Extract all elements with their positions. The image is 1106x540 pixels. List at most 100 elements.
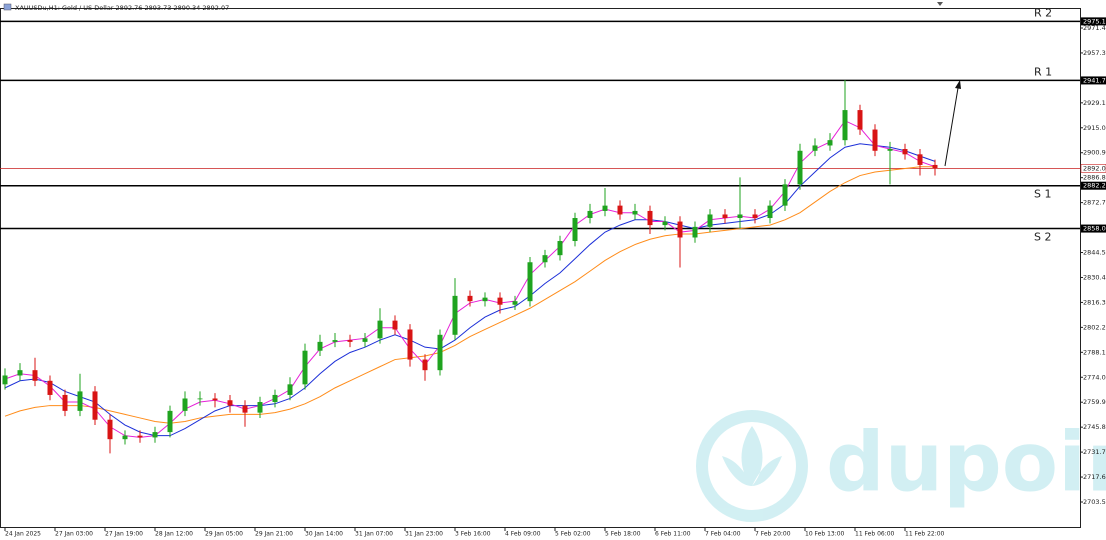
y-tick-label: 2844.50 xyxy=(1083,249,1106,257)
candle-body xyxy=(707,214,713,227)
level-name: S 1 xyxy=(1034,188,1051,201)
candle-body xyxy=(197,398,203,400)
x-tick-label: 29 Jan 05:00 xyxy=(205,531,243,538)
price-box-label: 2858.04 xyxy=(1083,225,1106,233)
arrow-head xyxy=(955,80,961,89)
level-name: R 2 xyxy=(1034,6,1052,19)
candle-body xyxy=(452,295,458,335)
price-box xyxy=(1081,181,1106,190)
candle-body xyxy=(137,435,143,438)
chart-header: XAUUSDu,H1: Gold / US Dollar 2892.76 289… xyxy=(15,4,229,12)
x-tick-label: 11 Feb 22:00 xyxy=(905,531,945,538)
candle-body xyxy=(377,320,383,339)
candle-body xyxy=(782,184,788,206)
candle-body xyxy=(407,329,413,360)
candle-body xyxy=(557,241,563,256)
candle-body xyxy=(2,375,8,385)
y-tick-label: 2731.70 xyxy=(1083,448,1106,456)
y-tick-label: 2816.30 xyxy=(1083,298,1106,306)
candle-body xyxy=(467,295,473,302)
current-price-label: 2892.07 xyxy=(1083,164,1106,172)
y-tick-label: 2957.30 xyxy=(1083,49,1106,57)
candle-body xyxy=(617,205,623,215)
candle-body xyxy=(122,435,128,440)
x-tick-label: 30 Jan 14:00 xyxy=(305,531,343,538)
candle-body xyxy=(287,384,293,395)
candle-body xyxy=(92,391,98,420)
candle-body xyxy=(242,405,248,413)
candle-body xyxy=(302,350,308,385)
x-tick-label: 3 Feb 16:00 xyxy=(455,531,491,538)
y-tick-label: 2971.40 xyxy=(1083,24,1106,32)
candle-body xyxy=(542,255,548,263)
candle-body xyxy=(317,341,323,351)
candle-body xyxy=(347,340,353,342)
candle-body xyxy=(332,340,338,342)
price-box-label: 2975.13 xyxy=(1083,17,1106,25)
candle-body xyxy=(152,432,158,438)
x-tick-label: 5 Feb 02:00 xyxy=(555,531,591,538)
y-tick-label: 2900.90 xyxy=(1083,149,1106,157)
price-box xyxy=(1081,224,1106,233)
y-tick-label: 2703.50 xyxy=(1083,498,1106,506)
x-tick-label: 7 Feb 20:00 xyxy=(755,531,791,538)
x-tick-label: 28 Jan 12:00 xyxy=(155,531,193,538)
candle-body xyxy=(77,391,83,411)
x-tick-label: 7 Feb 04:00 xyxy=(705,531,741,538)
candle-body xyxy=(437,334,443,371)
watermark-ring xyxy=(696,410,808,522)
level-name: S 2 xyxy=(1034,231,1051,244)
candle-body xyxy=(272,394,278,403)
watermark-text: dupoin xyxy=(826,415,1106,510)
candle-body xyxy=(497,297,503,305)
candle-body xyxy=(572,218,578,242)
projection-arrow xyxy=(944,87,959,167)
level-name: R 1 xyxy=(1034,65,1052,78)
price-box xyxy=(1081,76,1106,85)
candle-body xyxy=(917,154,923,165)
current-price-box xyxy=(1080,164,1106,173)
watermark: dupoin xyxy=(696,410,1106,522)
y-tick-label: 2802.20 xyxy=(1083,323,1106,331)
candle-body xyxy=(602,205,608,211)
shift-marker xyxy=(937,2,943,6)
candle-body xyxy=(17,370,23,376)
candle-body xyxy=(767,205,773,219)
x-tick-label: 4 Feb 09:00 xyxy=(505,531,541,538)
candle-body xyxy=(257,402,263,413)
candle-body xyxy=(62,394,68,411)
candle-body xyxy=(632,210,638,215)
candle-body xyxy=(752,214,758,219)
y-tick-label: 2745.80 xyxy=(1083,423,1106,431)
x-tick-label: 31 Jan 07:00 xyxy=(355,531,393,538)
candle-body xyxy=(737,214,743,219)
candle-body xyxy=(527,262,533,302)
x-tick-label: 11 Feb 06:00 xyxy=(855,531,895,538)
candle-body xyxy=(932,164,938,169)
candle-body xyxy=(812,145,818,151)
candle-body xyxy=(47,380,53,395)
candle-body xyxy=(722,214,728,219)
candle-body xyxy=(227,400,233,406)
candle-body xyxy=(797,150,803,185)
x-tick-label: 27 Jan 19:00 xyxy=(105,531,143,538)
candle-body xyxy=(827,140,833,146)
x-tick-label: 27 Jan 03:00 xyxy=(55,531,93,538)
price-box-label: 2882.27 xyxy=(1083,182,1106,190)
candle-body xyxy=(647,210,653,226)
candle-body xyxy=(422,359,428,371)
x-tick-label: 31 Jan 23:00 xyxy=(405,531,443,538)
y-tick-label: 2788.10 xyxy=(1083,348,1106,356)
candle-body xyxy=(662,221,668,226)
y-tick-label: 2915.00 xyxy=(1083,124,1106,132)
candle-body xyxy=(32,370,38,381)
candle-body xyxy=(842,110,848,141)
candle-body xyxy=(677,221,683,238)
x-tick-label: 10 Feb 13:00 xyxy=(805,531,845,538)
candle-body xyxy=(482,297,488,302)
candle-body xyxy=(167,410,173,433)
candle-body xyxy=(872,129,878,151)
candle-body xyxy=(212,398,218,401)
price-box-label: 2941.76 xyxy=(1083,76,1106,84)
